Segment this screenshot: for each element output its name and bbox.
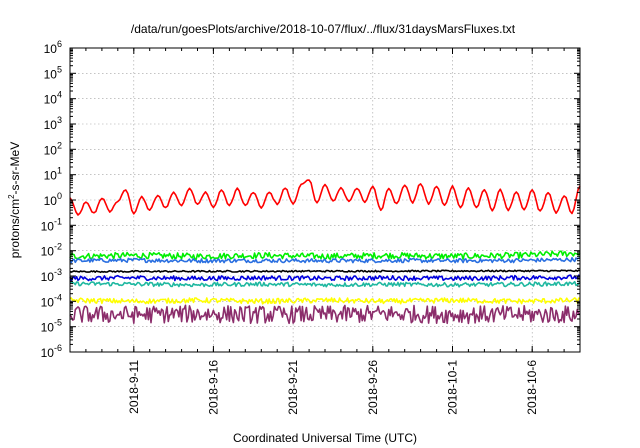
y-tick-label: 10-5: [41, 318, 62, 335]
x-tick-label: 2018-9-16: [206, 360, 220, 415]
y-axis: 10-6 10-5 10-4 10-3 10-2 10-1 100 101 102 103 104 1…: [41, 39, 580, 360]
series-line-6: [69, 280, 581, 288]
y-tick-label: 102: [44, 140, 62, 157]
y-tick-label: 104: [44, 90, 62, 107]
y-axis-label-main: protons/cm: [8, 199, 22, 258]
x-tick-label: 2018-10-6: [525, 360, 539, 415]
x-tick-label: 2018-9-11: [127, 360, 141, 414]
y-tick-label: 103: [44, 115, 62, 132]
series-line-8: [69, 304, 581, 325]
x-tick-label: 2018-9-21: [286, 360, 300, 415]
y-axis-label: protons/cm2-s-sr-MeV: [7, 142, 22, 258]
x-tick-label: 2018-10-1: [446, 360, 460, 415]
y-tick-label: 105: [44, 64, 62, 81]
y-tick-label: 10-6: [41, 343, 62, 360]
y-tick-label: 10-3: [41, 267, 62, 284]
y-tick-label: 100: [44, 191, 62, 208]
y-tick-label: 10-1: [41, 216, 62, 233]
y-axis-label-sup: 2: [7, 194, 16, 199]
y-tick-label: 106: [44, 39, 62, 56]
series-group: [69, 179, 581, 325]
y-tick-label: 101: [44, 166, 62, 183]
series-line-2: [69, 250, 581, 261]
chart-title: /data/run/goesPlots/archive/2018-10-07/f…: [131, 22, 516, 36]
series-line-5: [69, 274, 581, 282]
series-line-1: [69, 179, 581, 216]
y-axis-label-tail: -s-sr-MeV: [8, 142, 22, 195]
x-axis-label: Coordinated Universal Time (UTC): [233, 431, 417, 445]
series-line-7: [69, 297, 581, 305]
series-line-3: [69, 256, 581, 264]
y-tick-label: 10-4: [41, 292, 62, 309]
x-tick-label: 2018-9-26: [366, 360, 380, 415]
y-tick-label: 10-2: [41, 242, 62, 259]
x-axis: 2018-9-11 2018-9-16 2018-9-21 2018-9-26 2018…: [69, 48, 581, 415]
series-line-4: [69, 269, 581, 274]
